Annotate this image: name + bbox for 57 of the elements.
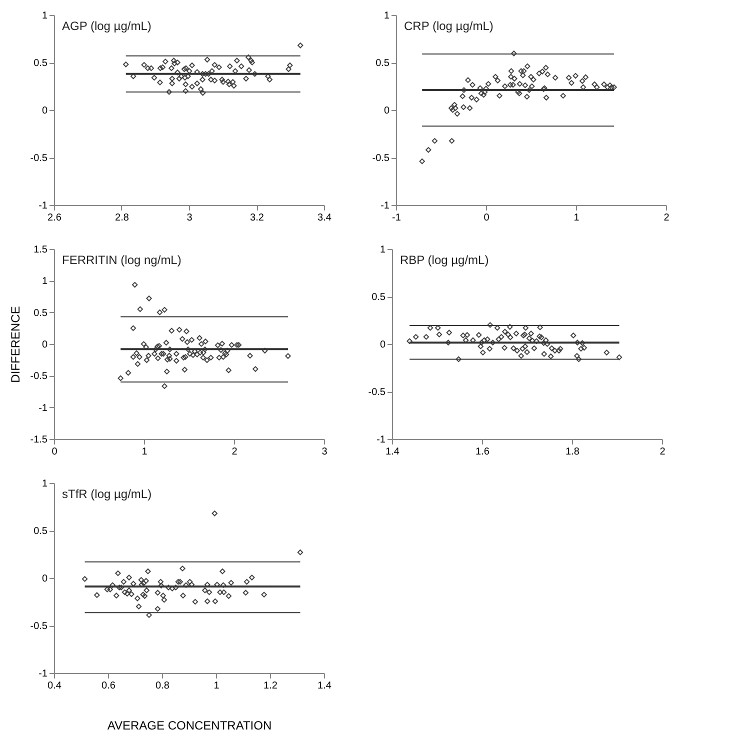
x-tick-label: 3.2 (250, 212, 264, 224)
chart-title: RBP (log µg/mL) (400, 253, 489, 267)
y-tick-label: 0 (42, 574, 48, 584)
y-tick-label: 1 (380, 244, 386, 256)
y-tick-label: 0.5 (34, 308, 48, 319)
y-tick-label: -1 (380, 200, 390, 212)
y-tick-label: -0.5 (372, 153, 390, 164)
y-tick-label: -0.5 (30, 153, 48, 164)
x-tick-label: 1.8 (566, 446, 580, 458)
x-tick-label: 1.6 (476, 446, 490, 458)
x-tick-label: 3 (322, 446, 328, 458)
y-tick-label: -1 (38, 200, 48, 212)
chart-title: FERRITIN (log ng/mL) (62, 253, 182, 267)
x-tick-label: 0 (484, 212, 490, 224)
y-tick-label: 0 (42, 340, 48, 350)
y-tick-label: 1 (384, 10, 390, 22)
y-tick-label: 0.5 (34, 526, 48, 537)
y-tick-label: -1 (38, 402, 48, 414)
y-tick-label: -1 (376, 434, 386, 446)
y-tick-label: -0.5 (30, 621, 48, 632)
y-tick-label: 1 (42, 478, 48, 490)
y-tick-label: 0.5 (34, 58, 48, 69)
x-tick-label: 2 (660, 446, 666, 458)
x-tick-label: 0.6 (102, 680, 116, 692)
y-tick-label: -1.5 (30, 434, 48, 446)
y-tick-label: 1.5 (34, 244, 48, 256)
y-tick-label: -0.5 (30, 371, 48, 382)
y-tick-label: 0 (42, 106, 48, 116)
x-tick-label: 1.4 (318, 680, 332, 692)
y-tick-label: -1 (38, 668, 48, 680)
x-tick-label: 2 (232, 446, 238, 458)
x-tick-label: 2.8 (115, 212, 130, 224)
y-tick-label: -0.5 (368, 387, 386, 398)
y-tick-label: 0.5 (372, 292, 386, 303)
chart-title: sTfR (log µg/mL) (62, 487, 152, 501)
y-tick-label: 0 (384, 106, 390, 116)
x-tick-label: 1 (574, 212, 580, 224)
x-tick-label: 0.4 (48, 680, 62, 692)
x-tick-label: 1 (214, 680, 220, 692)
x-tick-label: 3.4 (318, 212, 332, 224)
x-tick-label: 1.2 (264, 680, 278, 692)
x-tick-label: 2 (664, 212, 670, 224)
x-tick-label: 0.8 (156, 680, 170, 692)
y-tick-label: 1 (42, 276, 48, 288)
x-tick-label: 3 (186, 212, 193, 224)
x-axis-title: AVERAGE CONCENTRATION (107, 718, 272, 732)
y-axis-title: DIFFERENCE (8, 306, 22, 383)
y-tick-label: 0.5 (376, 58, 390, 69)
chart-title: CRP (log µg/mL) (404, 19, 494, 33)
x-tick-label: 1 (142, 446, 148, 458)
x-tick-label: 0 (52, 446, 58, 458)
y-tick-label: 1 (42, 10, 48, 22)
x-tick-label: 1.4 (386, 446, 400, 458)
x-tick-label: 2.6 (48, 212, 62, 224)
y-tick-label: 0 (380, 340, 386, 350)
chart-title: AGP (log µg/mL) (62, 19, 152, 33)
x-tick-label: -1 (392, 212, 402, 224)
